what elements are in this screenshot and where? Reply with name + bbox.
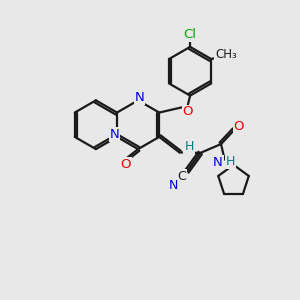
Text: N: N (135, 92, 145, 104)
Text: N: N (213, 156, 223, 169)
Text: C: C (177, 170, 186, 183)
Text: O: O (182, 106, 193, 118)
Text: N: N (169, 179, 178, 192)
Text: H: H (184, 140, 194, 153)
Text: CH₃: CH₃ (215, 48, 237, 61)
Text: O: O (234, 120, 244, 133)
Text: O: O (120, 158, 130, 171)
Text: Cl: Cl (184, 28, 196, 41)
Text: N: N (110, 128, 119, 141)
Text: H: H (226, 155, 235, 168)
